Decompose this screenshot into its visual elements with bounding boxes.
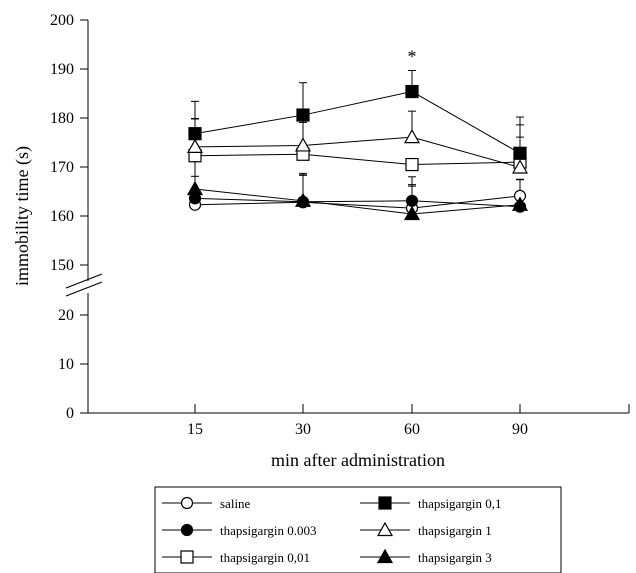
x-tick-label: 60: [404, 421, 420, 438]
legend-box: [154, 486, 562, 573]
series-lines: [194, 91, 521, 215]
y-tick-label: 190: [50, 61, 74, 78]
legend: saline thapsigargin 0,1 thapsigargin 0.003…: [154, 486, 562, 573]
error-bars: [191, 69, 524, 215]
legend-label-thapsigargin-3: thapsigargin 3: [418, 550, 492, 565]
legend-label-saline: saline: [220, 496, 251, 511]
data-point-thapsigargin-0-003: [405, 194, 419, 207]
data-point-thapsigargin-3: [186, 180, 204, 196]
legend-marker-thapsigargin-0-003: [180, 523, 194, 537]
legend-label-thapsigargin-0-003: thapsigargin 0.003: [220, 523, 317, 538]
data-point-thapsigargin-3: [511, 196, 529, 211]
series-line-thapsigargin-1: [194, 136, 521, 168]
data-point-thapsigargin-0-1: [513, 146, 527, 160]
x-axis-title: min after administration: [271, 450, 445, 470]
y-tick-label: 10: [58, 356, 74, 373]
y-tick-label: 150: [50, 257, 74, 274]
x-ticks: 15 30 60 90: [187, 404, 528, 438]
axis-break-mark-lower: [65, 281, 103, 297]
y-tick-label: 200: [50, 12, 74, 29]
data-point-thapsigargin-0-01: [405, 157, 419, 172]
y-ticks: 0 10 20 150 160 170 180 190 200: [50, 12, 88, 422]
legend-marker-thapsigargin-3: [376, 548, 394, 564]
data-point-thapsigargin-1: [403, 128, 421, 144]
legend-label-thapsigargin-0-01: thapsigargin 0,01: [220, 550, 310, 565]
y-axis-title: immobility time (s): [12, 146, 33, 286]
annotations: *: [408, 46, 417, 66]
series-markers: [186, 84, 529, 221]
data-point-thapsigargin-1: [186, 138, 204, 154]
x-tick-label: 15: [187, 421, 203, 438]
legend-label-thapsigargin-1: thapsigargin 1: [418, 523, 492, 538]
y-tick-label: 0: [66, 405, 74, 422]
significance-mark: *: [408, 46, 417, 66]
data-point-thapsigargin-0-1: [405, 84, 419, 99]
series-line-thapsigargin-0-1: [194, 91, 521, 154]
legend-marker-thapsigargin-0-1: [378, 496, 392, 510]
data-point-thapsigargin-0-1: [296, 108, 310, 122]
legend-marker-thapsigargin-0-01: [180, 550, 194, 564]
series-line-saline: [194, 195, 521, 209]
legend-label-thapsigargin-0-1: thapsigargin 0,1: [418, 496, 502, 511]
x-tick-label: 90: [512, 421, 528, 438]
data-point-thapsigargin-3: [403, 205, 421, 221]
y-tick-label: 180: [50, 110, 74, 127]
data-point-thapsigargin-3: [294, 192, 312, 207]
y-tick-label: 170: [50, 159, 74, 176]
series-line-thapsigargin-0-01: [194, 153, 521, 166]
legend-marker-saline: [180, 496, 194, 510]
series-line-thapsigargin-0-003: [194, 197, 521, 208]
data-point-thapsigargin-1: [294, 137, 312, 152]
y-tick-label: 20: [58, 307, 74, 324]
series-line-thapsigargin-3: [194, 188, 521, 215]
axis-break-mark-upper: [65, 273, 103, 289]
data-point-thapsigargin-0-1: [188, 127, 202, 141]
y-tick-label: 160: [50, 208, 74, 225]
x-tick-label: 30: [295, 421, 311, 438]
axes: [65, 20, 630, 414]
legend-marker-thapsigargin-1: [376, 521, 394, 537]
data-point-thapsigargin-1: [511, 159, 529, 174]
